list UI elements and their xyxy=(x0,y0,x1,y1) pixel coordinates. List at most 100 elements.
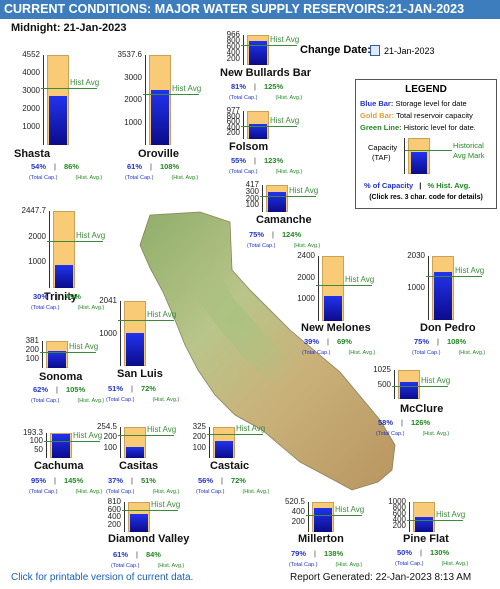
hist-avg-label: Hist Avg xyxy=(270,35,300,44)
reservoir-name[interactable]: Diamond Valley xyxy=(108,533,190,545)
reservoir-stat-captions: (Total Cap.) (Hist. Avg.) xyxy=(376,431,449,437)
total-cap-caption: (Total Cap.) xyxy=(247,243,276,249)
reservoir-tick-label: 200 xyxy=(103,432,117,442)
reservoir-axis xyxy=(120,427,121,458)
reservoir-stats: 39% | 69% xyxy=(304,337,352,346)
hist-avg-caption: (Hist. Avg.) xyxy=(171,175,199,181)
total-cap-caption: (Total Cap.) xyxy=(289,562,318,568)
total-cap-caption: (Total Cap.) xyxy=(125,175,154,181)
reservoir-capacity-label: 966 xyxy=(226,30,240,39)
storage-bar[interactable] xyxy=(126,333,144,366)
total-cap-caption: (Total Cap.) xyxy=(29,489,58,495)
pct-capacity: 30% xyxy=(33,292,49,301)
hist-avg-caption: (Hist. Avg.) xyxy=(77,398,105,404)
hist-avg-caption: (Hist. Avg.) xyxy=(348,350,376,356)
reservoir-axis xyxy=(145,55,146,145)
reservoir-name[interactable]: Pine Flat xyxy=(403,533,449,545)
reservoir-name[interactable]: Oroville xyxy=(138,148,179,160)
storage-bar[interactable] xyxy=(324,296,342,321)
legend-pct-hist: % Hist. Avg. xyxy=(427,181,471,190)
reservoir-tick-label: 2000 xyxy=(22,104,40,113)
pct-hist-avg: 84% xyxy=(145,550,161,559)
storage-bar[interactable] xyxy=(55,265,73,288)
pct-capacity: 61% xyxy=(127,162,143,171)
change-date-value[interactable]: 21-Jan-2023 xyxy=(384,46,435,56)
reservoir-name[interactable]: Trinity xyxy=(44,291,78,303)
reservoir-name[interactable]: Millerton xyxy=(298,533,344,545)
storage-bar[interactable] xyxy=(49,96,67,145)
historic-avg-line xyxy=(306,515,362,516)
reservoir-name[interactable]: Casitas xyxy=(119,460,159,472)
reservoir-name[interactable]: Folsom xyxy=(229,141,269,153)
reservoir-stats: 51% | 72% xyxy=(108,384,156,393)
hist-avg-label: Hist Avg xyxy=(69,342,99,351)
reservoir-name[interactable]: New Melones xyxy=(301,322,371,334)
historic-avg-line xyxy=(122,510,178,511)
reservoir-name[interactable]: Camanche xyxy=(256,214,312,226)
total-cap-caption: (Total Cap.) xyxy=(29,175,58,181)
reservoir-tick-label: 200 xyxy=(392,521,406,530)
storage-bar[interactable] xyxy=(151,90,169,145)
hist-avg-caption: (Hist. Avg.) xyxy=(335,562,363,568)
stats-separator: | xyxy=(131,384,133,393)
reservoir-name[interactable]: Shasta xyxy=(14,148,51,160)
reservoir-name[interactable]: New Bullards Bar xyxy=(220,67,312,79)
reservoir-tick-label: 600 xyxy=(226,42,240,51)
reservoir-stats: 95% | 145% xyxy=(31,476,83,485)
reservoir-tick-label: 600 xyxy=(392,509,406,518)
historic-avg-line xyxy=(40,352,96,353)
reservoir-stats: 79% | 138% xyxy=(291,549,343,558)
storage-bar[interactable] xyxy=(434,272,452,320)
reservoir-capacity-label: 254.5 xyxy=(96,422,117,431)
storage-bar[interactable] xyxy=(48,351,66,368)
reservoir-capacity-label: 2400 xyxy=(297,251,315,260)
pct-capacity: 79% xyxy=(291,549,307,558)
reservoir-tick-label: 2000 xyxy=(124,95,142,104)
reservoir-capacity-label: 4552 xyxy=(22,50,40,59)
reservoir-name[interactable]: Castaic xyxy=(210,460,250,472)
hist-avg-caption: (Hist. Avg.) xyxy=(157,563,185,569)
storage-bar[interactable] xyxy=(52,434,70,458)
reservoir-tick-label: 400 xyxy=(392,515,406,524)
reservoir-tick-label: 400 xyxy=(107,512,121,521)
legend-blue-key: Blue Bar: xyxy=(360,99,394,108)
hist-avg-caption: (Hist. Avg.) xyxy=(422,431,450,437)
reservoir-stats: 58% | 126% xyxy=(378,418,430,427)
reservoir-stat-captions: (Total Cap.) (Hist. Avg.) xyxy=(106,489,179,495)
storage-bar[interactable] xyxy=(268,192,286,212)
total-cap-caption: (Total Cap.) xyxy=(196,489,225,495)
legend: LEGEND Blue Bar: Storage level for date … xyxy=(355,79,497,209)
hist-avg-caption: (Hist. Avg.) xyxy=(275,169,303,175)
reservoir-capacity-label: 1000 xyxy=(388,497,406,506)
storage-bar[interactable] xyxy=(314,508,332,532)
reservoir-name[interactable]: Don Pedro xyxy=(420,322,476,334)
reservoir-capacity-label: 2447.7 xyxy=(21,206,46,215)
pct-hist-avg: 69% xyxy=(336,337,352,346)
pct-capacity: 37% xyxy=(108,476,124,485)
storage-bar[interactable] xyxy=(400,382,418,399)
storage-bar[interactable] xyxy=(249,124,267,139)
calendar-icon[interactable] xyxy=(370,45,380,56)
reservoir-tick-label: 200 xyxy=(291,517,305,526)
reservoir-tick-label: 100 xyxy=(192,442,206,452)
storage-bar[interactable] xyxy=(249,41,267,65)
storage-bar[interactable] xyxy=(215,441,233,458)
storage-bar[interactable] xyxy=(130,514,148,532)
pct-hist-avg: 108% xyxy=(446,337,467,346)
printable-version-link[interactable]: Click for printable version of current d… xyxy=(11,572,194,583)
reservoir-tick-label: 500 xyxy=(377,379,391,389)
reservoir-name[interactable]: Cachuma xyxy=(34,460,84,472)
historic-avg-line xyxy=(44,441,100,442)
reservoir-capacity-label: 977 xyxy=(226,106,240,115)
reservoir-name[interactable]: McClure xyxy=(400,403,444,415)
storage-bar[interactable] xyxy=(126,447,144,458)
reservoir-stat-captions: (Total Cap.) (Hist. Avg.) xyxy=(29,489,102,495)
reservoir-tick-label: 200 xyxy=(245,193,259,203)
historic-avg-line xyxy=(41,88,97,89)
pct-capacity: 55% xyxy=(231,156,247,165)
reservoir-name[interactable]: Sonoma xyxy=(39,371,83,383)
legend-gold-line: Gold Bar: Total reservoir capacity xyxy=(360,111,473,120)
reservoir-name[interactable]: San Luis xyxy=(117,368,163,380)
pct-hist-avg: 130% xyxy=(429,548,450,557)
reservoir-tick-label: 200 xyxy=(107,519,121,529)
